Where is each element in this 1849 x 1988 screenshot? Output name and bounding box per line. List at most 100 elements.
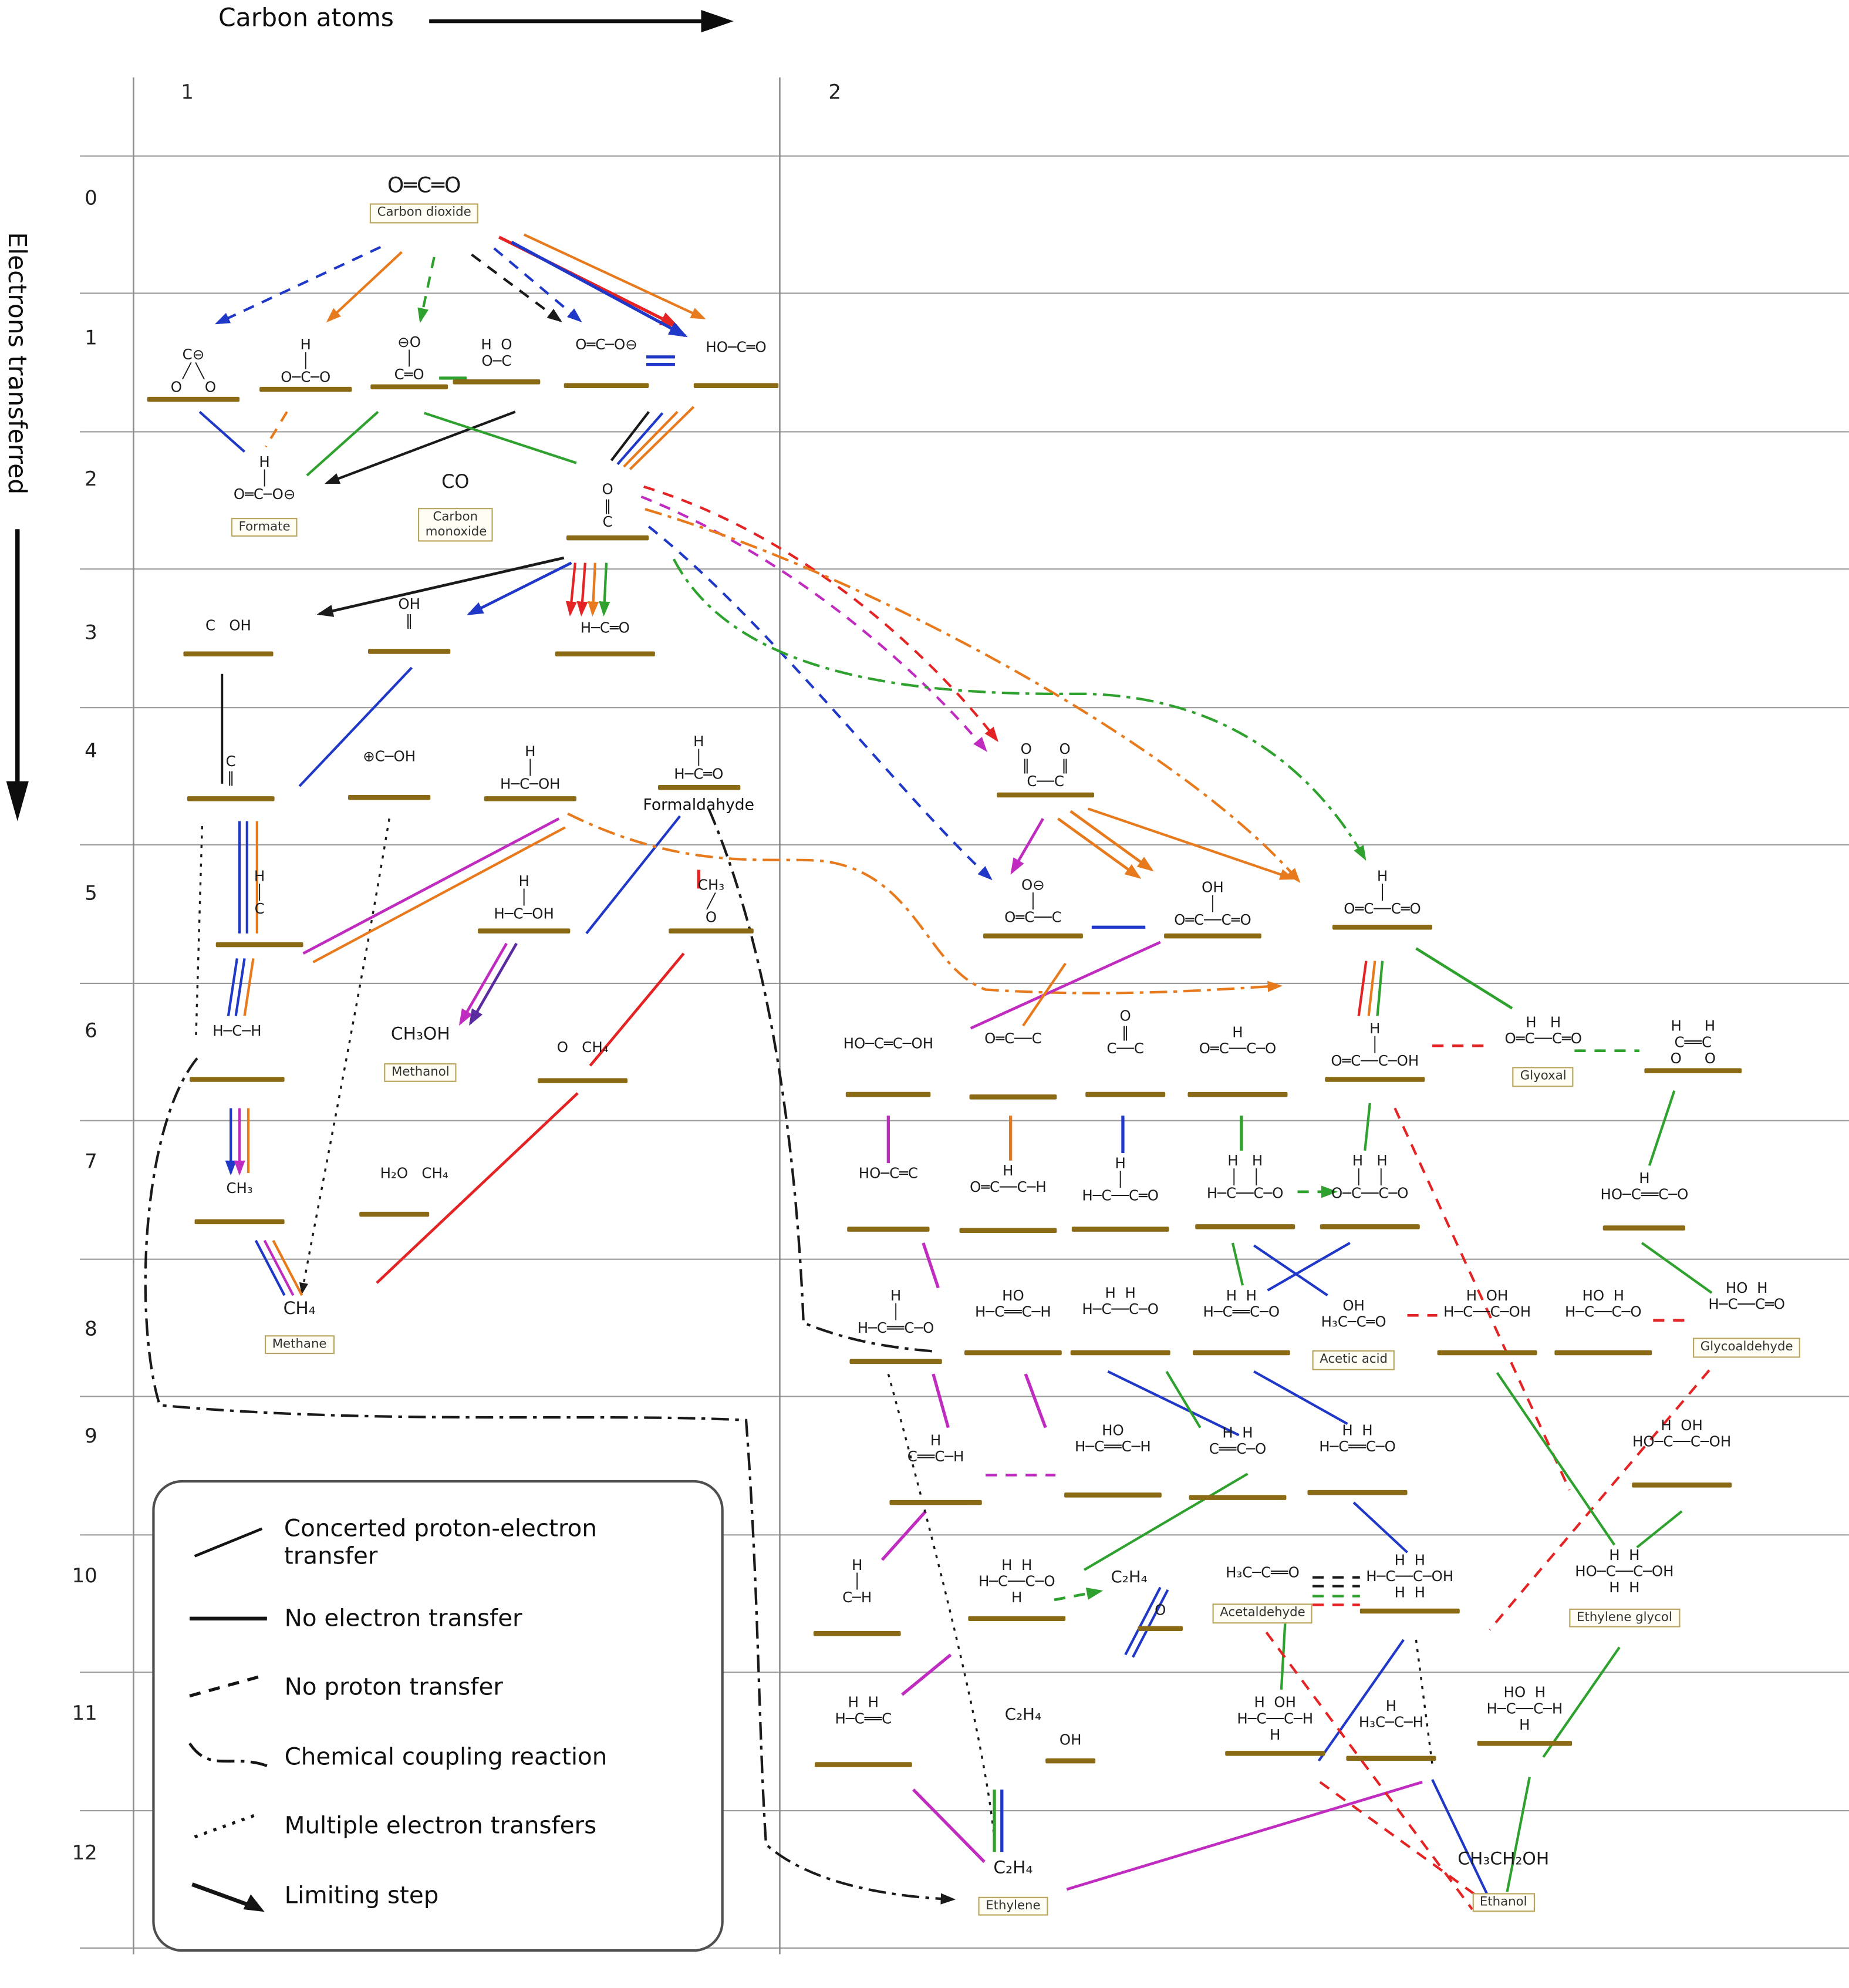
- reaction-edge: [272, 1239, 303, 1296]
- reaction-edge: [324, 410, 516, 484]
- legend-item-label: No proton transfer: [284, 1673, 503, 1701]
- reaction-edge: [1124, 1586, 1162, 1656]
- reaction-edge: [640, 495, 987, 752]
- legend-item-cpet: Concerted proton-electron transfer: [185, 1515, 696, 1570]
- reaction-edge: [195, 826, 204, 1041]
- reaction-edge: [1087, 807, 1295, 880]
- reaction-edge: [1024, 1373, 1047, 1428]
- reaction-edge: [1648, 1090, 1676, 1166]
- reaction-edge: [1641, 1242, 1713, 1294]
- legend-item-limiting: Limiting step: [185, 1874, 696, 1916]
- reaction-edge: [610, 411, 650, 461]
- column-label-2: 2: [828, 80, 841, 104]
- reaction-edge: [707, 808, 936, 1353]
- reaction-edge: [643, 485, 998, 742]
- reaction-edge: [1253, 1370, 1348, 1426]
- x-axis-arrow-icon: [429, 10, 734, 33]
- column-label-1: 1: [181, 80, 194, 104]
- row-label-1: 1: [85, 325, 97, 350]
- reaction-edge: [144, 1057, 956, 1905]
- reaction-edge: [316, 556, 565, 617]
- reaction-edge: [1066, 1780, 1423, 1891]
- reaction-edge: [299, 818, 390, 1295]
- reaction-edge: [1107, 1370, 1240, 1437]
- reaction-edge: [1010, 818, 1044, 875]
- reaction-edge: [588, 562, 599, 616]
- legend-line-sample-no_pt: [189, 1674, 263, 1698]
- reaction-edge: [1231, 1242, 1244, 1286]
- legend-item-label: Multiple electron transfers: [284, 1812, 597, 1840]
- reaction-edge: [1394, 1107, 1571, 1491]
- legend-item-no_pt: No proton transfer: [185, 1666, 696, 1709]
- reaction-edge: [1054, 1588, 1104, 1602]
- reaction-edge: [523, 233, 706, 319]
- legend-item-label: Limiting step: [284, 1882, 439, 1909]
- row-label-6: 6: [85, 1018, 97, 1042]
- reaction-edge: [1489, 1369, 1710, 1631]
- reaction-edge: [1319, 1781, 1476, 1896]
- reaction-edge: [1367, 961, 1376, 1016]
- reaction-edge: [1542, 1646, 1621, 1758]
- reaction-edge: [243, 958, 255, 1016]
- reaction-edge: [576, 562, 588, 616]
- reaction-edge: [1496, 1372, 1616, 1546]
- reaction-edge: [254, 1239, 286, 1296]
- reaction-edge: [629, 406, 695, 470]
- legend-line-sample-multi_et: [194, 1813, 258, 1839]
- reaction-edge: [589, 952, 685, 1067]
- row-label-8: 8: [85, 1316, 97, 1340]
- reaction-edge: [234, 958, 246, 1016]
- reaction-edge: [1253, 1244, 1328, 1297]
- row-label-3: 3: [85, 620, 97, 644]
- row-label-12: 12: [72, 1841, 97, 1865]
- reaction-edge: [970, 941, 1161, 1030]
- reaction-edge: [227, 958, 238, 1016]
- reaction-edge: [1636, 1510, 1683, 1549]
- row-label-11: 11: [72, 1701, 97, 1725]
- reaction-edge: [1357, 961, 1368, 1016]
- reaction-edge: [1057, 817, 1142, 879]
- reaction-edge: [912, 1788, 986, 1864]
- reaction-edge: [312, 826, 566, 963]
- reaction-edge: [302, 817, 560, 955]
- reaction-edge: [1083, 1473, 1249, 1571]
- legend: Concerted proton-electron transfer No ele…: [152, 1480, 724, 1952]
- reaction-edge: [298, 666, 413, 787]
- reaction-edge: [471, 253, 562, 322]
- reaction-edge: [493, 247, 582, 322]
- reaction-edge: [1415, 1639, 1433, 1765]
- reaction-edge: [417, 257, 436, 324]
- reaction-edge: [1506, 1777, 1531, 1892]
- legend-item-label: Concerted proton-electron transfer: [284, 1515, 597, 1570]
- x-axis-title: Carbon atoms: [218, 2, 394, 33]
- legend-item-multi_et: Multiple electron transfers: [185, 1805, 696, 1847]
- reaction-edge: [468, 942, 518, 1026]
- legend-line-sample-limiting: [191, 1882, 265, 1912]
- y-axis-arrow-icon: [6, 529, 29, 821]
- reaction-edge: [922, 1242, 940, 1289]
- reaction-edge: [263, 1239, 295, 1296]
- reaction-edge: [511, 241, 688, 338]
- reaction-edge: [1352, 1501, 1409, 1554]
- reaction-edge: [567, 812, 1283, 995]
- reaction-edge: [306, 410, 379, 477]
- reaction-edge: [645, 508, 1301, 883]
- reaction-edge: [880, 1510, 927, 1561]
- reaction-edge: [616, 412, 664, 466]
- legend-item-label: Chemical coupling reaction: [284, 1743, 608, 1771]
- reaction-edge: [901, 1653, 952, 1696]
- row-label-9: 9: [85, 1424, 97, 1448]
- reaction-edge: [264, 411, 288, 448]
- reaction-edge: [1317, 1639, 1405, 1762]
- reaction-edge: [1376, 961, 1384, 1016]
- reaction-edge: [467, 561, 572, 615]
- reaction-edge: [623, 410, 679, 468]
- reaction-edge: [647, 525, 993, 881]
- legend-item-coupling: Chemical coupling reaction: [185, 1736, 696, 1778]
- row-label-0: 0: [85, 186, 97, 210]
- legend-line-sample-cpet: [194, 1527, 263, 1558]
- legend-line-sample-no_et: [190, 1616, 267, 1620]
- reaction-edge: [585, 815, 681, 935]
- reaction-edge: [424, 412, 577, 464]
